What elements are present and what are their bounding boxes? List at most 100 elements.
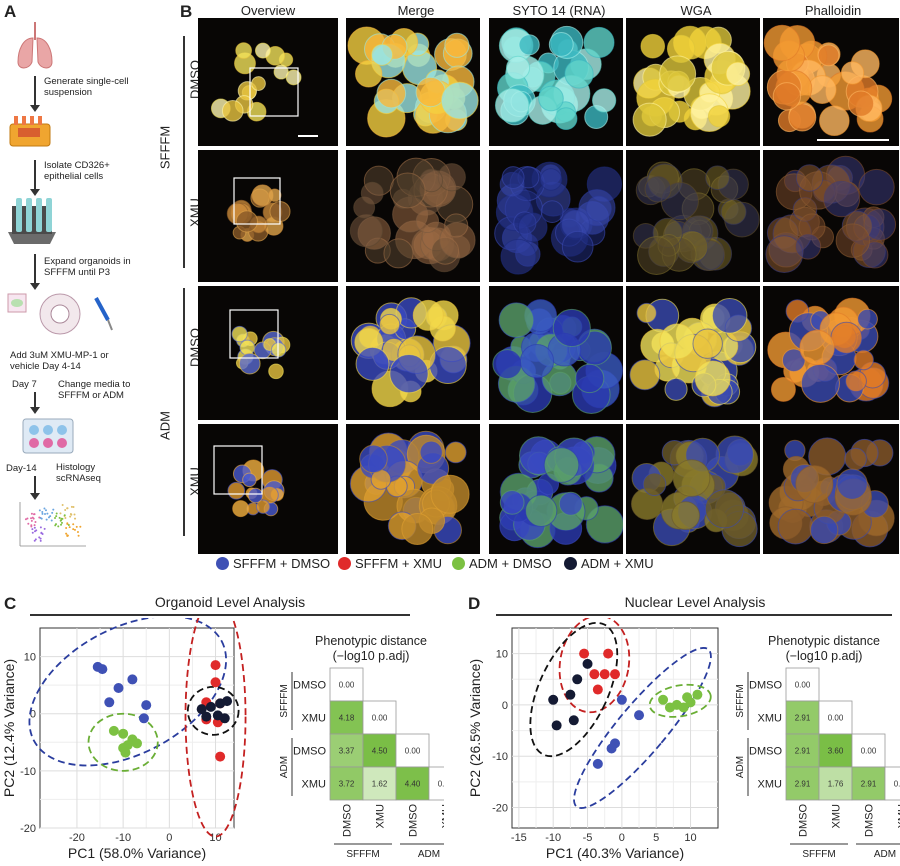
tsne-point [75, 525, 78, 528]
heatmap-d: 0.00 2.91 0.00 2.91 3.60 0.00 2.91 1.76 2.91 0.00… [735, 667, 900, 860]
cell [644, 175, 672, 203]
group-sfffm: SFFFM [157, 125, 173, 170]
heatmap-cell [785, 766, 820, 801]
x-tick-label: -15 [511, 832, 527, 844]
tsne-point [61, 504, 64, 507]
cell [540, 200, 564, 223]
step-6: Histology scRNAseq [56, 462, 101, 484]
data-point [606, 743, 617, 754]
heatmap-value: 4.18 [339, 714, 355, 723]
cell [720, 198, 747, 225]
heatmap-value: 0.00 [894, 780, 900, 789]
heatmap-value: 2.91 [795, 747, 811, 756]
legend-label: SFFFM + XMU [355, 556, 443, 571]
zoom-box [213, 445, 263, 495]
y-axis-label: PC2 (26.5% Variance) [467, 659, 483, 797]
day7-label: Day 7 [12, 379, 37, 390]
plot-frame [39, 627, 235, 829]
heatmap-col-label: XMU [897, 804, 900, 829]
tsne-point [33, 524, 36, 527]
cell [795, 465, 834, 504]
heatmap-cell [395, 733, 430, 768]
tsne-point [43, 527, 46, 530]
tsne-point [70, 513, 73, 516]
data-point [141, 700, 152, 711]
heatmap-cell [362, 766, 397, 801]
cell [500, 238, 537, 275]
data-point [616, 694, 627, 705]
tsne-point [65, 527, 68, 530]
cell [835, 223, 871, 258]
heatmap-value: 2.91 [795, 780, 811, 789]
microscopy-image [198, 286, 338, 420]
tsne-point [30, 519, 33, 522]
cell [809, 515, 839, 545]
data-point [222, 696, 233, 707]
cell [519, 344, 555, 379]
data-point [215, 751, 226, 762]
tsne-point [76, 530, 79, 533]
data-point [572, 674, 583, 685]
data-point [599, 669, 610, 680]
microscopy-image [346, 150, 480, 282]
microscopy-image [626, 424, 760, 554]
cell [389, 172, 426, 209]
col-wga: WGA [680, 3, 712, 18]
data-point [118, 728, 129, 739]
cell [564, 59, 594, 89]
heatmap-cell [818, 766, 853, 801]
cell [672, 459, 711, 497]
heatmap-value: 4.40 [405, 780, 421, 789]
heatmap-value: 0.00 [861, 747, 877, 756]
tsne-point [73, 513, 76, 516]
microscopy-image [489, 424, 623, 554]
cell [707, 105, 731, 128]
zoom-box [233, 177, 281, 225]
y-tick-label: -20 [20, 823, 36, 835]
heatmap-value: 4.50 [372, 747, 388, 756]
tsne-point [41, 512, 44, 515]
microscopy-render [494, 25, 617, 131]
cell [518, 34, 540, 56]
cell [355, 60, 383, 88]
tsne-point [69, 515, 72, 518]
microscopy-image [198, 18, 338, 146]
cell [273, 64, 289, 80]
microscopy-render [349, 157, 476, 273]
panel-d-title: Nuclear Level Analysis [624, 594, 766, 610]
legend-adm-xmu: ADM + XMU [564, 556, 654, 571]
data-point [120, 747, 131, 758]
data-point [205, 701, 216, 712]
cell [376, 78, 407, 109]
heatmap-value: 2.91 [795, 714, 811, 723]
cell [799, 329, 835, 366]
heatmap-value: 0.00 [438, 780, 444, 789]
data-point [97, 664, 108, 675]
tsne-point [40, 517, 43, 520]
tsne-point [66, 522, 69, 525]
col-overview: Overview [240, 3, 296, 18]
cell [637, 236, 676, 275]
microscopy-render [210, 42, 318, 137]
microscopy-render [499, 436, 623, 549]
microscopy-image [198, 424, 338, 554]
tsne-point [59, 519, 62, 522]
cell [844, 447, 867, 471]
cell [251, 76, 266, 91]
cell [853, 349, 874, 371]
cell [671, 501, 701, 531]
x-axis-label: PC1 (40.3% Variance) [546, 845, 684, 861]
legend-label: ADM + DMSO [469, 556, 552, 571]
heatmap-col-label: DMSO [864, 804, 876, 837]
data-point [219, 713, 230, 724]
heatmap-value: 3.60 [828, 747, 844, 756]
tsne-point [79, 525, 82, 528]
heatmap-row-label: DMSO [749, 746, 782, 758]
x-tick-label: -10 [545, 832, 561, 844]
cell [772, 82, 802, 111]
tsne-point [39, 539, 42, 542]
data-point [108, 725, 119, 736]
microscopy-image [626, 150, 760, 282]
cell [543, 447, 580, 483]
